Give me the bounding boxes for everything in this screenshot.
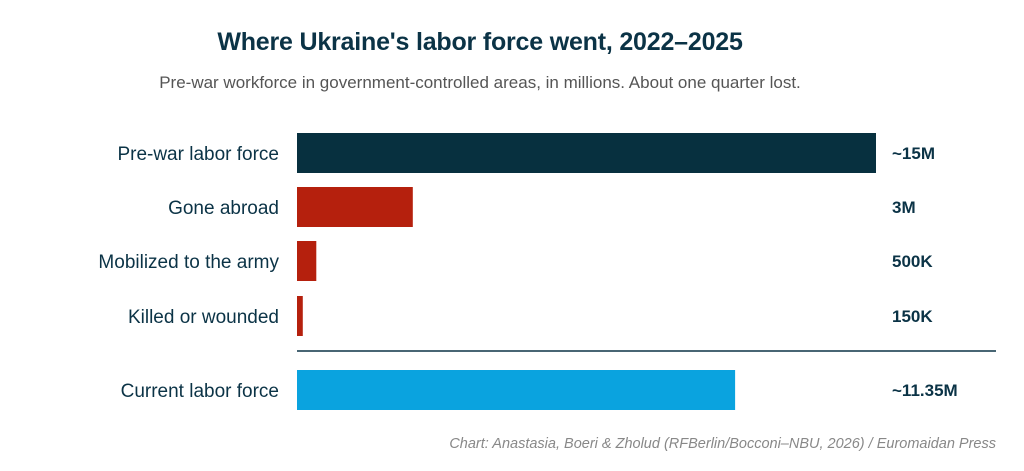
bar-2 [297, 241, 317, 281]
category-label-4: Current labor force [121, 381, 279, 402]
category-label-1: Gone abroad [168, 198, 279, 219]
value-label-3: 150K [892, 307, 933, 326]
bar-0 [297, 133, 876, 173]
value-label-4: ~11.35M [892, 381, 958, 400]
bar-4 [297, 370, 736, 410]
category-label-3: Killed or wounded [128, 307, 279, 328]
value-label-1: 3M [892, 198, 916, 217]
value-label-0: ~15M [892, 144, 935, 163]
chart-source-note: Chart: Anastasia, Boeri & Zholud (RFBerl… [449, 436, 996, 452]
category-label-0: Pre-war labor force [117, 144, 279, 165]
bar-1 [297, 187, 413, 227]
chart-title: Where Ukraine's labor force went, 2022–2… [217, 28, 743, 56]
value-label-2: 500K [892, 252, 933, 271]
category-label-2: Mobilized to the army [98, 252, 279, 273]
bar-3 [297, 296, 303, 336]
chart-subtitle: Pre-war workforce in government-controll… [159, 73, 801, 92]
